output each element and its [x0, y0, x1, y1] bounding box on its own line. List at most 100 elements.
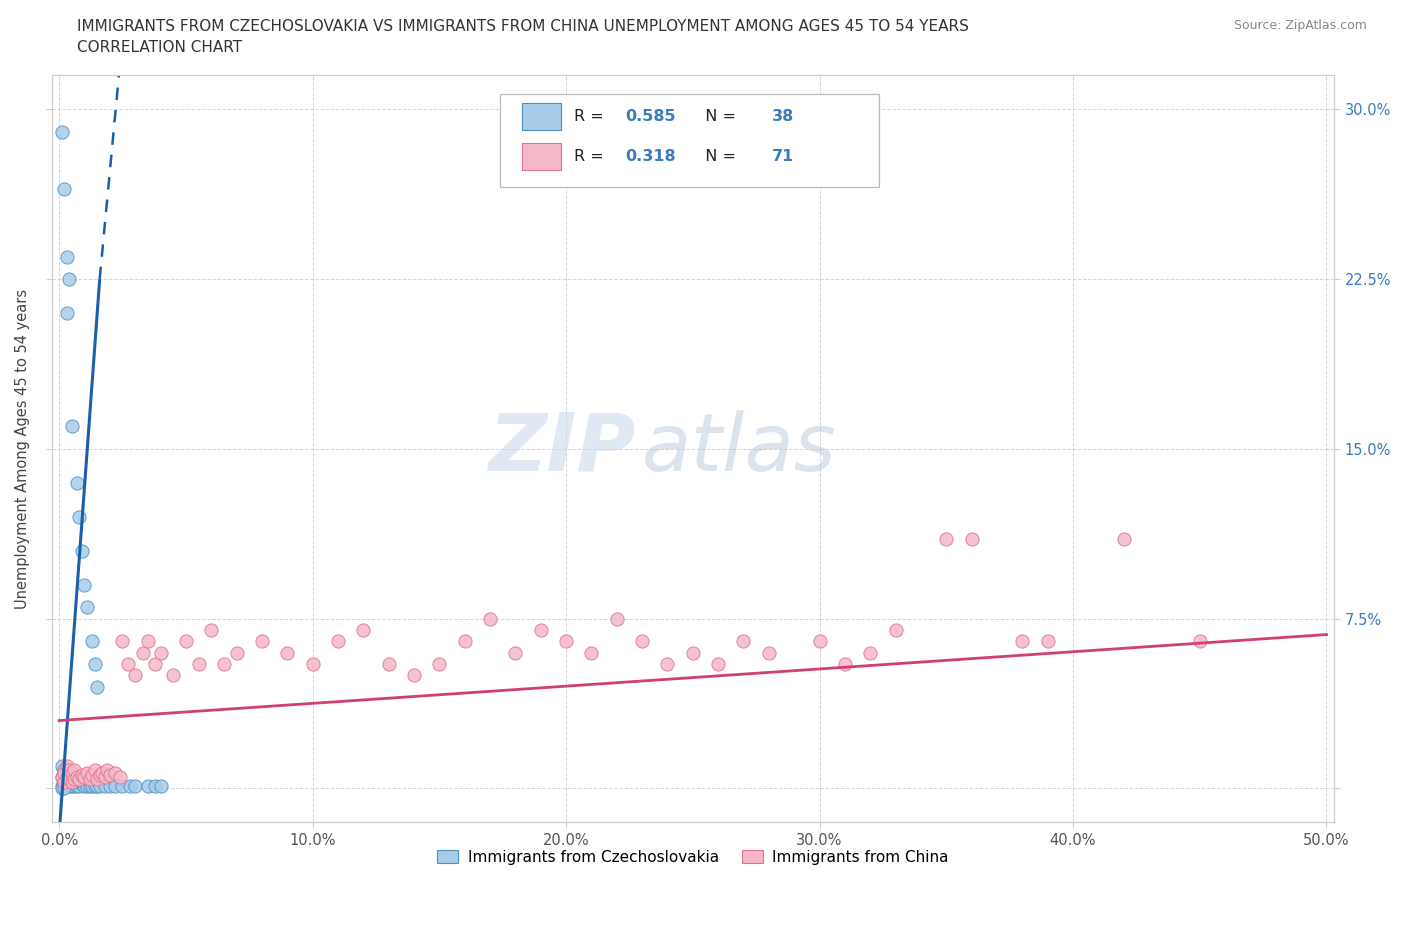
Point [581, 645, 603, 660]
Point [60, 778, 83, 793]
Text: Source: ZipAtlas.com: Source: ZipAtlas.com [1233, 19, 1367, 32]
Point [402, 668, 425, 683]
Point [136, 634, 159, 649]
Point [301, 657, 323, 671]
Point [187, 657, 209, 671]
Point [124, 668, 146, 683]
Point [53, 763, 76, 777]
Point [80, 767, 103, 782]
Point [834, 657, 856, 671]
Point [94, 770, 117, 785]
Text: 0.585: 0.585 [624, 109, 675, 124]
Point [66, 770, 89, 785]
Y-axis label: Unemployment Among Ages 45 to 54 years: Unemployment Among Ages 45 to 54 years [15, 289, 30, 609]
Point [51, 778, 73, 793]
Point [454, 634, 477, 649]
Point [174, 634, 197, 649]
Point [606, 611, 628, 626]
Point [83, 763, 105, 777]
Point [859, 645, 882, 660]
Point [51, 770, 73, 785]
Point [200, 622, 222, 637]
Point [58, 775, 80, 790]
Point [94, 778, 117, 793]
Point [352, 622, 374, 637]
Point [276, 645, 298, 660]
Point [132, 645, 155, 660]
Point [58, 772, 80, 787]
Point [76, 778, 98, 793]
Point [120, 778, 142, 793]
Point [479, 611, 502, 626]
Point [149, 778, 172, 793]
Point [51, 781, 73, 796]
Point [111, 778, 134, 793]
Point [707, 657, 730, 671]
Point [136, 778, 159, 793]
Point [377, 657, 399, 671]
Point [58, 272, 80, 286]
Point [67, 775, 90, 790]
Point [80, 634, 103, 649]
Point [53, 778, 76, 793]
Point [63, 775, 86, 790]
Point [111, 634, 134, 649]
Point [73, 770, 96, 785]
Point [1036, 634, 1059, 649]
Point [212, 657, 235, 671]
Point [86, 772, 108, 787]
Point [55, 775, 77, 790]
Point [73, 775, 96, 790]
Point [83, 657, 105, 671]
Text: 71: 71 [772, 149, 794, 164]
Legend: Immigrants from Czechoslovakia, Immigrants from China: Immigrants from Czechoslovakia, Immigran… [430, 844, 955, 870]
Point [1011, 634, 1033, 649]
Point [89, 778, 111, 793]
Text: N =: N = [696, 109, 741, 124]
Point [225, 645, 247, 660]
Point [70, 767, 93, 782]
Point [79, 772, 101, 787]
Point [66, 778, 89, 793]
Point [51, 125, 73, 140]
Point [73, 778, 96, 793]
Point [55, 306, 77, 321]
Point [108, 770, 131, 785]
Point [1188, 634, 1211, 649]
Point [66, 475, 89, 490]
Point [96, 763, 118, 777]
Point [58, 763, 80, 777]
Point [89, 767, 111, 782]
Point [86, 679, 108, 694]
Point [145, 778, 167, 793]
Point [427, 657, 450, 671]
Point [76, 765, 98, 780]
Point [60, 765, 83, 780]
Text: R =: R = [574, 149, 609, 164]
Point [60, 775, 83, 790]
Point [53, 775, 76, 790]
Point [79, 778, 101, 793]
Point [53, 775, 76, 790]
Point [733, 634, 755, 649]
Point [104, 765, 127, 780]
Point [60, 775, 83, 790]
Point [682, 645, 704, 660]
Point [91, 765, 114, 780]
Point [530, 622, 553, 637]
Point [758, 645, 780, 660]
Text: IMMIGRANTS FROM CZECHOSLOVAKIA VS IMMIGRANTS FROM CHINA UNEMPLOYMENT AMONG AGES : IMMIGRANTS FROM CZECHOSLOVAKIA VS IMMIGR… [77, 19, 969, 33]
Point [67, 510, 90, 525]
Point [55, 249, 77, 264]
Point [51, 770, 73, 785]
Point [145, 657, 167, 671]
Point [162, 668, 184, 683]
FancyBboxPatch shape [522, 142, 561, 169]
Point [657, 657, 679, 671]
Point [60, 418, 83, 433]
Point [70, 777, 93, 791]
Point [884, 622, 907, 637]
Point [67, 778, 90, 793]
Point [55, 770, 77, 785]
Point [70, 543, 93, 558]
